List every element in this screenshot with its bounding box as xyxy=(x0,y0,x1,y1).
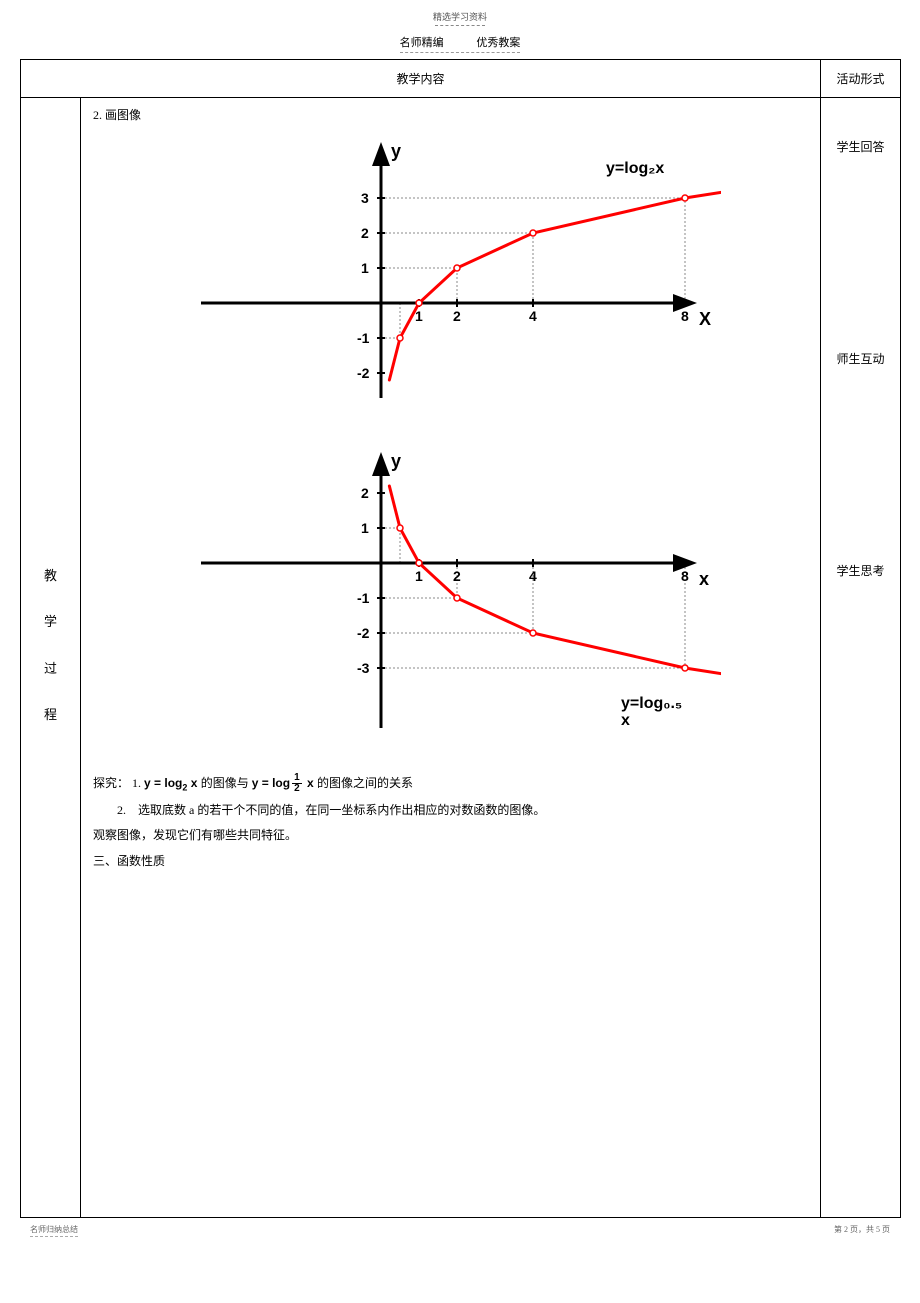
explore-item1-lead: 1. xyxy=(132,776,141,790)
left-vertical-label: 教 学 过 程 xyxy=(21,98,81,1218)
svg-text:-3: -3 xyxy=(357,660,370,676)
formula-1-tail: x xyxy=(187,776,197,790)
chart-log05-wrap: yx124812-1-2-3y=log₀.₅x xyxy=(93,443,808,743)
header-activity-cell: 活动形式 xyxy=(821,60,901,98)
explore-mid-1: 的图像与 xyxy=(201,776,249,790)
formula-1-base: y = log xyxy=(144,776,182,790)
svg-text:-1: -1 xyxy=(357,330,370,346)
lesson-table: 教学内容 活动形式 教 学 过 程 2. 画图像 yX1248123-1-2y=… xyxy=(20,59,901,1218)
chart-log2: yX1248123-1-2y=log₂x xyxy=(181,133,721,413)
section-heading: 2. 画图像 xyxy=(93,106,808,123)
formula-1: y = log2 x xyxy=(144,776,201,790)
svg-text:y: y xyxy=(391,451,401,471)
chart-log05: yx124812-1-2-3y=log₀.₅x xyxy=(181,443,721,743)
left-char-2: 学 xyxy=(21,604,80,640)
left-char-3: 过 xyxy=(21,651,80,687)
svg-text:8: 8 xyxy=(681,568,689,584)
svg-text:8: 8 xyxy=(681,308,689,324)
header-content-cell: 教学内容 xyxy=(21,60,821,98)
svg-text:2: 2 xyxy=(361,485,369,501)
left-char-4: 程 xyxy=(21,697,80,733)
explore-block: 探究： 1. y = log2 x 的图像与 y = log12 x 的图像之间… xyxy=(93,773,808,872)
activity-cell: 学生回答 师生互动 学生思考 xyxy=(821,98,901,1218)
svg-text:y=log₀.₅: y=log₀.₅ xyxy=(621,695,682,712)
subtitle-underline xyxy=(400,52,520,53)
svg-text:y: y xyxy=(391,141,401,161)
formula-2-base: y = log xyxy=(252,776,290,790)
footer-right: 第 2 页，共 5 页 xyxy=(834,1224,890,1237)
svg-text:x: x xyxy=(699,569,709,589)
explore-item2-text: 选取底数 a 的若干个不同的值，在同一坐标系内作出相应的对数函数的图像。 xyxy=(138,803,545,817)
explore-prefix: 探究： xyxy=(93,776,129,790)
svg-text:-1: -1 xyxy=(357,590,370,606)
svg-text:1: 1 xyxy=(415,568,423,584)
svg-text:4: 4 xyxy=(529,568,537,584)
formula-2: y = log12 x xyxy=(252,776,317,790)
footer-left: 名师归纳总结 xyxy=(30,1224,78,1237)
left-char-1: 教 xyxy=(21,558,80,594)
activity-item-1: 学生回答 xyxy=(827,138,894,155)
main-content-cell: 2. 画图像 yX1248123-1-2y=log₂x yx124812-1-2… xyxy=(81,98,821,1218)
formula-2-frac: 12 xyxy=(292,773,302,794)
explore-row-1: 探究： 1. y = log2 x 的图像与 y = log12 x 的图像之间… xyxy=(93,773,808,796)
svg-text:1: 1 xyxy=(361,520,369,536)
svg-text:2: 2 xyxy=(361,225,369,241)
svg-text:3: 3 xyxy=(361,190,369,206)
frac-den: 2 xyxy=(292,784,302,794)
svg-text:-2: -2 xyxy=(357,365,370,381)
section-3: 三、函数性质 xyxy=(93,851,808,873)
svg-text:-2: -2 xyxy=(357,625,370,641)
svg-text:x: x xyxy=(621,712,630,729)
svg-text:y=log₂x: y=log₂x xyxy=(606,160,664,177)
explore-row-2: 2. 选取底数 a 的若干个不同的值，在同一坐标系内作出相应的对数函数的图像。 xyxy=(93,800,808,822)
svg-text:2: 2 xyxy=(453,308,461,324)
svg-text:2: 2 xyxy=(453,568,461,584)
explore-item2-lead: 2. xyxy=(117,803,126,817)
formula-2-tail: x xyxy=(304,776,314,790)
explore-mid-2: 的图像之间的关系 xyxy=(317,776,413,790)
svg-text:X: X xyxy=(699,309,711,329)
svg-text:4: 4 xyxy=(529,308,537,324)
subtitle-row: 名师精编 优秀教案 xyxy=(20,34,900,53)
activity-item-3: 学生思考 xyxy=(827,562,894,579)
top-dash-decoration xyxy=(435,25,485,26)
explore-observe: 观察图像，发现它们有哪些共同特征。 xyxy=(93,825,808,847)
doc-top-label: 精选学习资料 xyxy=(20,10,900,23)
subtitle-left: 名师精编 xyxy=(400,37,444,49)
activity-item-2: 师生互动 xyxy=(827,350,894,367)
page-footer: 名师归纳总结 第 2 页，共 5 页 xyxy=(20,1224,900,1237)
svg-text:1: 1 xyxy=(361,260,369,276)
chart-log2-wrap: yX1248123-1-2y=log₂x xyxy=(93,133,808,413)
subtitle-right: 优秀教案 xyxy=(476,37,520,49)
